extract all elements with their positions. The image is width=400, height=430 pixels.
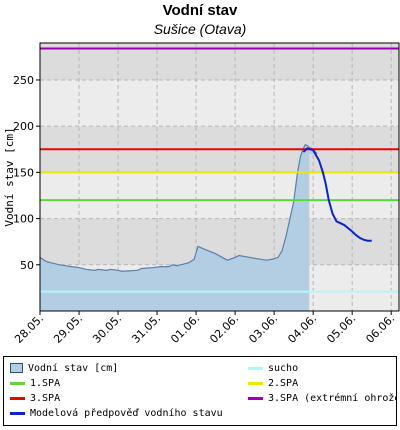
x-tick-label: 06.06. (363, 312, 397, 346)
legend-item: sucho (248, 361, 298, 375)
y-axis-label-group: Vodní stav [cm] (3, 127, 16, 226)
threshold-lines (40, 47, 399, 293)
plot-frame (39, 42, 400, 312)
y-tick-label: 150 (13, 166, 34, 179)
x-tick-label: 01.06. (168, 312, 202, 346)
legend-item: 3.SPA (10, 391, 60, 405)
plot-border (39, 42, 400, 312)
chart-subtitle: Sušice (Otava) (153, 21, 247, 37)
x-axis-ticks: 28.05. 29.05. 30.05. 31.05. 01.06. 02.06. 03.0… (12, 311, 397, 346)
x-tick-label: 31.05. (129, 312, 163, 346)
y-tick-label: 50 (20, 259, 34, 272)
observed-area (39, 143, 318, 311)
y-tick-label: 250 (13, 74, 34, 87)
legend-symbol (10, 411, 25, 415)
legend-symbol (248, 396, 263, 400)
chart-legend: Vodní stav [cm] sucho 1.SPA 2.SPA 3.SPA 3.SPA… (3, 356, 397, 426)
legend-symbol (10, 381, 25, 385)
legend-symbol (248, 366, 263, 370)
legend-label: 1.SPA (30, 377, 61, 389)
legend-label: 2.SPA (268, 377, 299, 389)
x-tick-label: 29.05. (51, 312, 85, 346)
legend-item: Modelová předpověď vodního stavu (10, 406, 223, 420)
x-tick-label: 05.06. (324, 312, 358, 346)
forecast-line (302, 147, 372, 242)
legend-label: 3.SPA (extrémní ohrožení) (268, 392, 396, 404)
legend-item: 3.SPA (extrémní ohrožení) (248, 391, 396, 405)
x-tick-label: 02.06. (207, 312, 241, 346)
legend-label: 3.SPA (30, 392, 61, 404)
forecast-path (302, 147, 372, 242)
legend-symbol (10, 363, 23, 373)
y-axis-ticks: 50 100 150 200 250 (13, 74, 40, 272)
chart-title: Vodní stav (162, 2, 238, 19)
legend-symbol (10, 396, 25, 400)
legend-label: sucho (268, 362, 299, 374)
legend-label: Modelová předpověď vodního stavu (30, 407, 223, 419)
observed-area-fill (40, 144, 318, 311)
legend-label: Vodní stav [cm] (28, 362, 119, 374)
y-axis-label: Vodní stav [cm] (3, 127, 16, 226)
y-tick-label: 100 (13, 213, 34, 226)
x-tick-label: 28.05. (12, 312, 46, 346)
x-tick-label: 04.06. (285, 312, 319, 346)
plot-band (40, 172, 399, 219)
x-tick-label: 03.06. (246, 312, 280, 346)
observed-line (39, 143, 318, 272)
y-tick-label: 200 (13, 120, 34, 133)
plot-band (40, 79, 399, 127)
x-tick-label: 30.05. (90, 312, 124, 346)
legend-symbol (248, 381, 263, 385)
legend-item: Vodní stav [cm] (10, 361, 118, 375)
legend-item: 1.SPA (10, 376, 60, 390)
legend-item: 2.SPA (248, 376, 298, 390)
